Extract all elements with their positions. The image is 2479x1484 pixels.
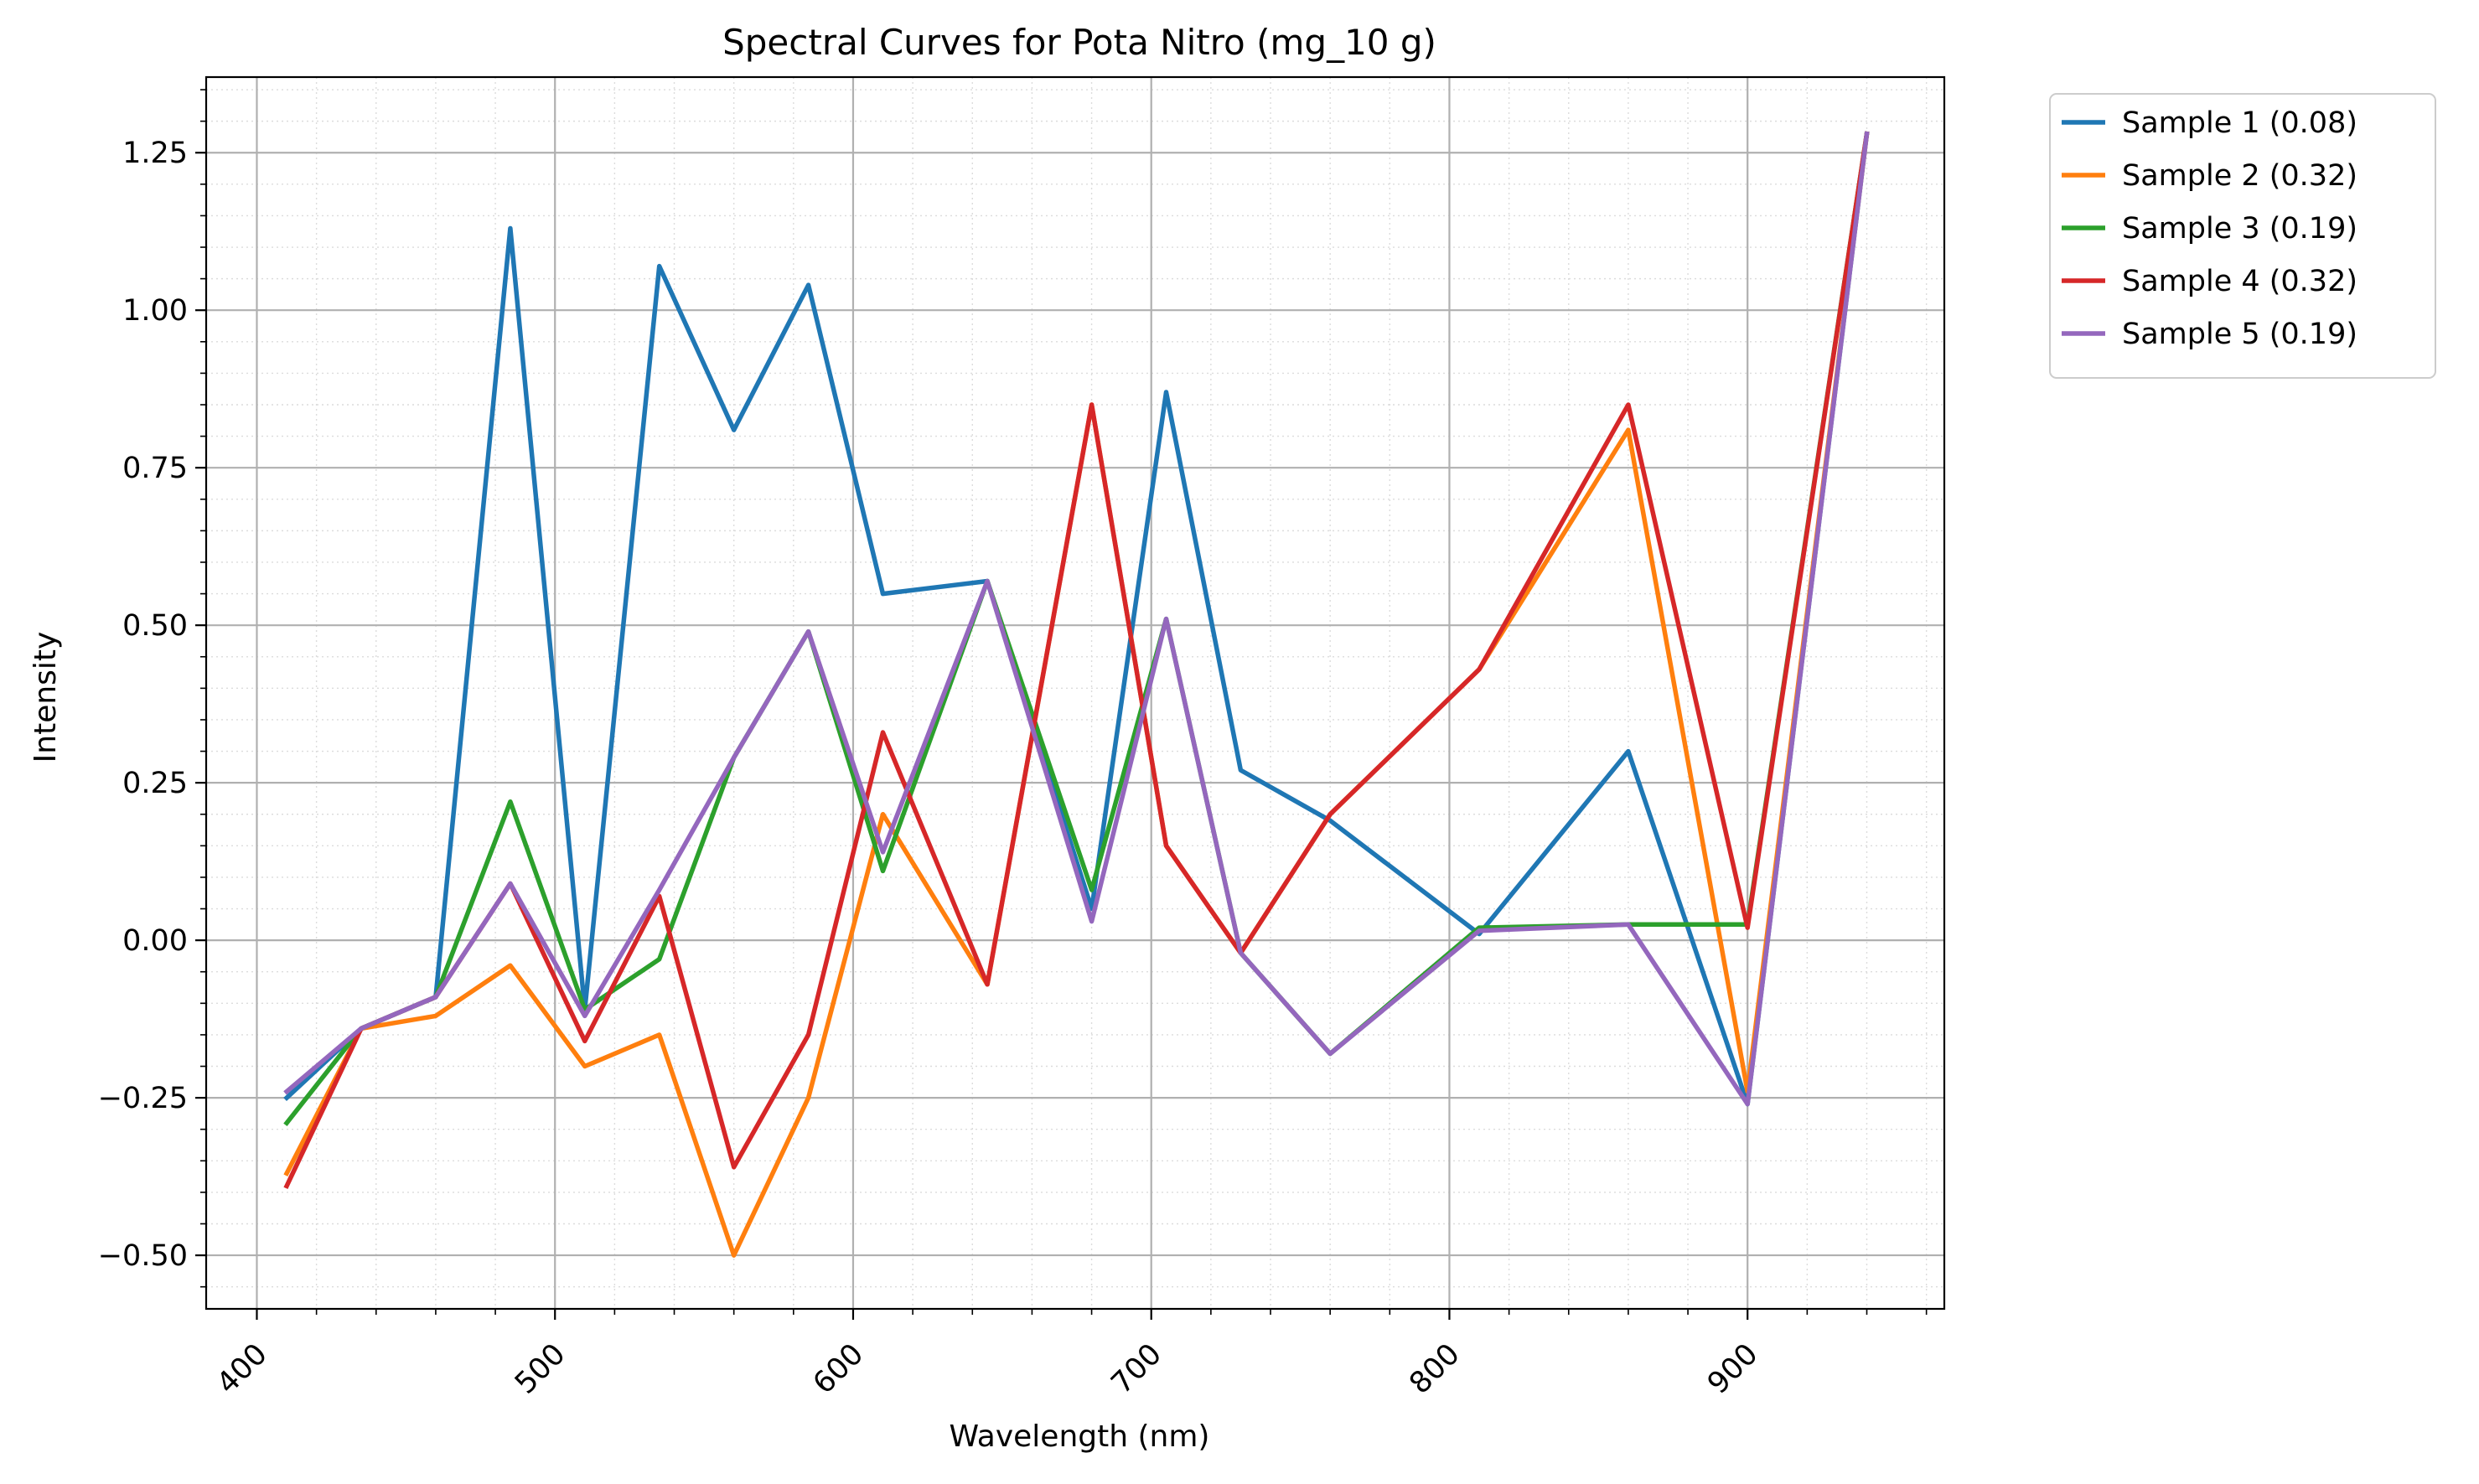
- y-tick-label: 0.50: [122, 609, 188, 643]
- major-grid: [206, 77, 1944, 1309]
- legend-label: Sample 3 (0.19): [2122, 212, 2357, 246]
- y-tick-label: 0.00: [122, 924, 188, 958]
- chart-title: Spectral Curves for Pota Nitro (mg_10 g): [722, 22, 1436, 63]
- series-line-3: [283, 131, 1870, 1127]
- series-layer: [283, 131, 1870, 1258]
- y-tick-label: 0.75: [122, 452, 188, 485]
- y-tick-label: 1.00: [122, 294, 188, 328]
- y-tick-label: 1.25: [122, 137, 188, 170]
- legend-label: Sample 5 (0.19): [2122, 318, 2357, 351]
- series-line-5: [283, 131, 1870, 1107]
- plot-frame: [204, 75, 1946, 1311]
- series-line-1: [283, 131, 1870, 1107]
- y-axis: −0.50 −0.25 0.00 0.25 0.50 0.75 1.00 1.25: [98, 89, 206, 1288]
- minor-grid: [206, 77, 1944, 1309]
- y-tick-label: −0.50: [98, 1239, 188, 1273]
- legend-label: Sample 4 (0.32): [2122, 265, 2357, 298]
- legend: Sample 1 (0.08) Sample 2 (0.32) Sample 3 (…: [2049, 93, 2436, 379]
- y-axis-label: Intensity: [28, 632, 63, 763]
- legend-frame: [2049, 93, 2436, 379]
- legend-label: Sample 2 (0.32): [2122, 159, 2357, 193]
- y-tick-label: 0.25: [122, 767, 188, 800]
- x-axis-label: Wavelength (nm): [950, 1419, 1210, 1454]
- legend-label: Sample 1 (0.08): [2122, 106, 2357, 140]
- y-tick-label: −0.25: [98, 1082, 188, 1115]
